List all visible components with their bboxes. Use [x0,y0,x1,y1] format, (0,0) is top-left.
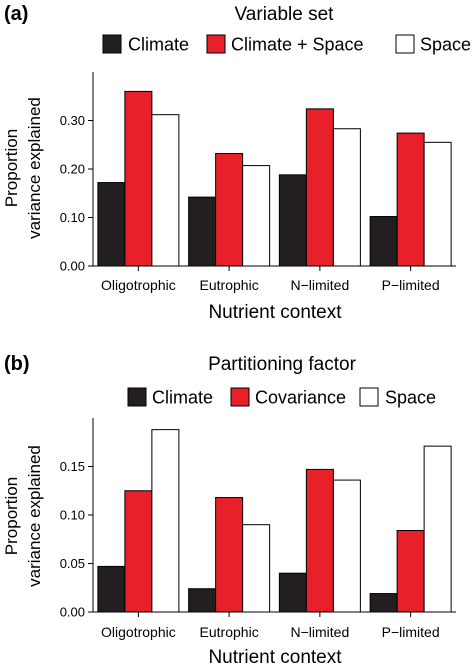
panel-a-legend-label: Climate [128,35,189,55]
panel-b-bar [423,445,452,613]
panel-a-bar [278,174,307,267]
panel-a-y-tick-label: 0.00 [60,259,85,274]
panel-b-bar [305,468,334,613]
panel-a-y-tick-label: 0.10 [60,210,85,225]
panel-a-bar [305,108,334,267]
panel-b-bar [97,565,126,613]
panel-a-y-tick-label: 0.20 [60,162,85,177]
panel-b-y-axis-title: Proportion variance explained [2,445,44,587]
panel-b-bar [278,572,307,613]
panel-a-y-axis-title: Proportion variance explained [2,97,44,239]
panel-b-y-tick-label: 0.05 [60,556,85,571]
panel-b-x-axis-title: Nutrient context [208,647,342,668]
panel-b-category-label: N−limited [291,624,350,640]
panel-b-bar [369,593,398,613]
panel-a-category-label: P−limited [382,277,440,293]
panel-a-legend-label: Climate + Space [231,35,364,55]
panel-b-y-tick-label: 0.00 [60,605,85,620]
panel-a-bar [215,152,244,267]
panel-b-legend-label: Climate [152,388,213,408]
panel-a-y-tick-label: 0.30 [60,113,85,128]
panel-a-legend-swatch [102,34,122,54]
panel-b-bar [332,479,361,613]
panel-a-bar [242,165,271,267]
panel-a-category-label: Eutrophic [200,277,259,293]
panel-b-legend-label: Covariance [255,388,346,408]
panel-b-legend-swatch [230,387,250,407]
panel-a-bar [423,141,452,267]
panel-a-bar [396,132,425,267]
panel-a-category-label: N−limited [291,277,350,293]
panel-a-legend-swatch [395,34,415,54]
panel-a-bar [332,128,361,267]
panel-b: (b) Partitioning factor Climate Covarianc… [2,353,456,668]
panel-a-legend-swatch [206,34,226,54]
panel-b-label: (b) [4,353,30,375]
panel-b-bar [124,490,153,613]
panel-a-bar [369,216,398,267]
panel-b-bar [396,530,425,613]
panel-b-legend-label: Space [385,388,436,408]
panel-b-y-tick-label: 0.10 [60,508,85,523]
panel-a-legend-title: Variable set [235,4,335,25]
panel-a-category-label: Oligotrophic [101,277,176,293]
panel-b-y-axis-title-line: variance explained [25,445,44,587]
panel-b-legend: Climate Covariance Space [127,387,436,408]
panel-b-y-axis-title-line: Proportion [2,477,21,555]
panel-b-category-label: Oligotrophic [101,624,176,640]
panel-a: (a) Variable set Climate Climate + Space S… [2,3,471,323]
panel-b-category-label: Eutrophic [200,624,259,640]
panel-a-legend-label: Space [420,35,471,55]
panel-b-category-label: P−limited [382,624,440,640]
panel-b-bar [188,588,217,613]
panel-b-legend-swatch [127,387,147,407]
panel-b-bar [242,524,271,613]
panel-a-bar [188,196,217,267]
panel-a-bar [97,182,126,267]
panel-b-legend-swatch [359,387,379,407]
panel-b-plot-area: 0.00 0.05 0.10 0.15 Oligotrophic Eutrophic N−l… [60,418,456,640]
panel-a-legend: Climate Climate + Space Space [102,34,471,55]
panel-a-x-axis-title: Nutrient context [208,302,342,323]
panel-b-bar [151,429,180,613]
panel-a-bar [151,114,180,267]
panel-b-y-tick-label: 0.15 [60,459,85,474]
panel-a-label: (a) [4,3,28,25]
panel-a-bar [124,90,153,267]
panel-b-bar [215,497,244,613]
panel-a-y-axis-title-line: Proportion [2,129,21,207]
panel-a-plot-area: 0.00 0.10 0.20 0.30 Oligotrophic Eutrophic N−l… [60,72,456,293]
panel-a-y-axis-title-line: variance explained [25,97,44,239]
panel-b-legend-title: Partitioning factor [208,354,357,375]
